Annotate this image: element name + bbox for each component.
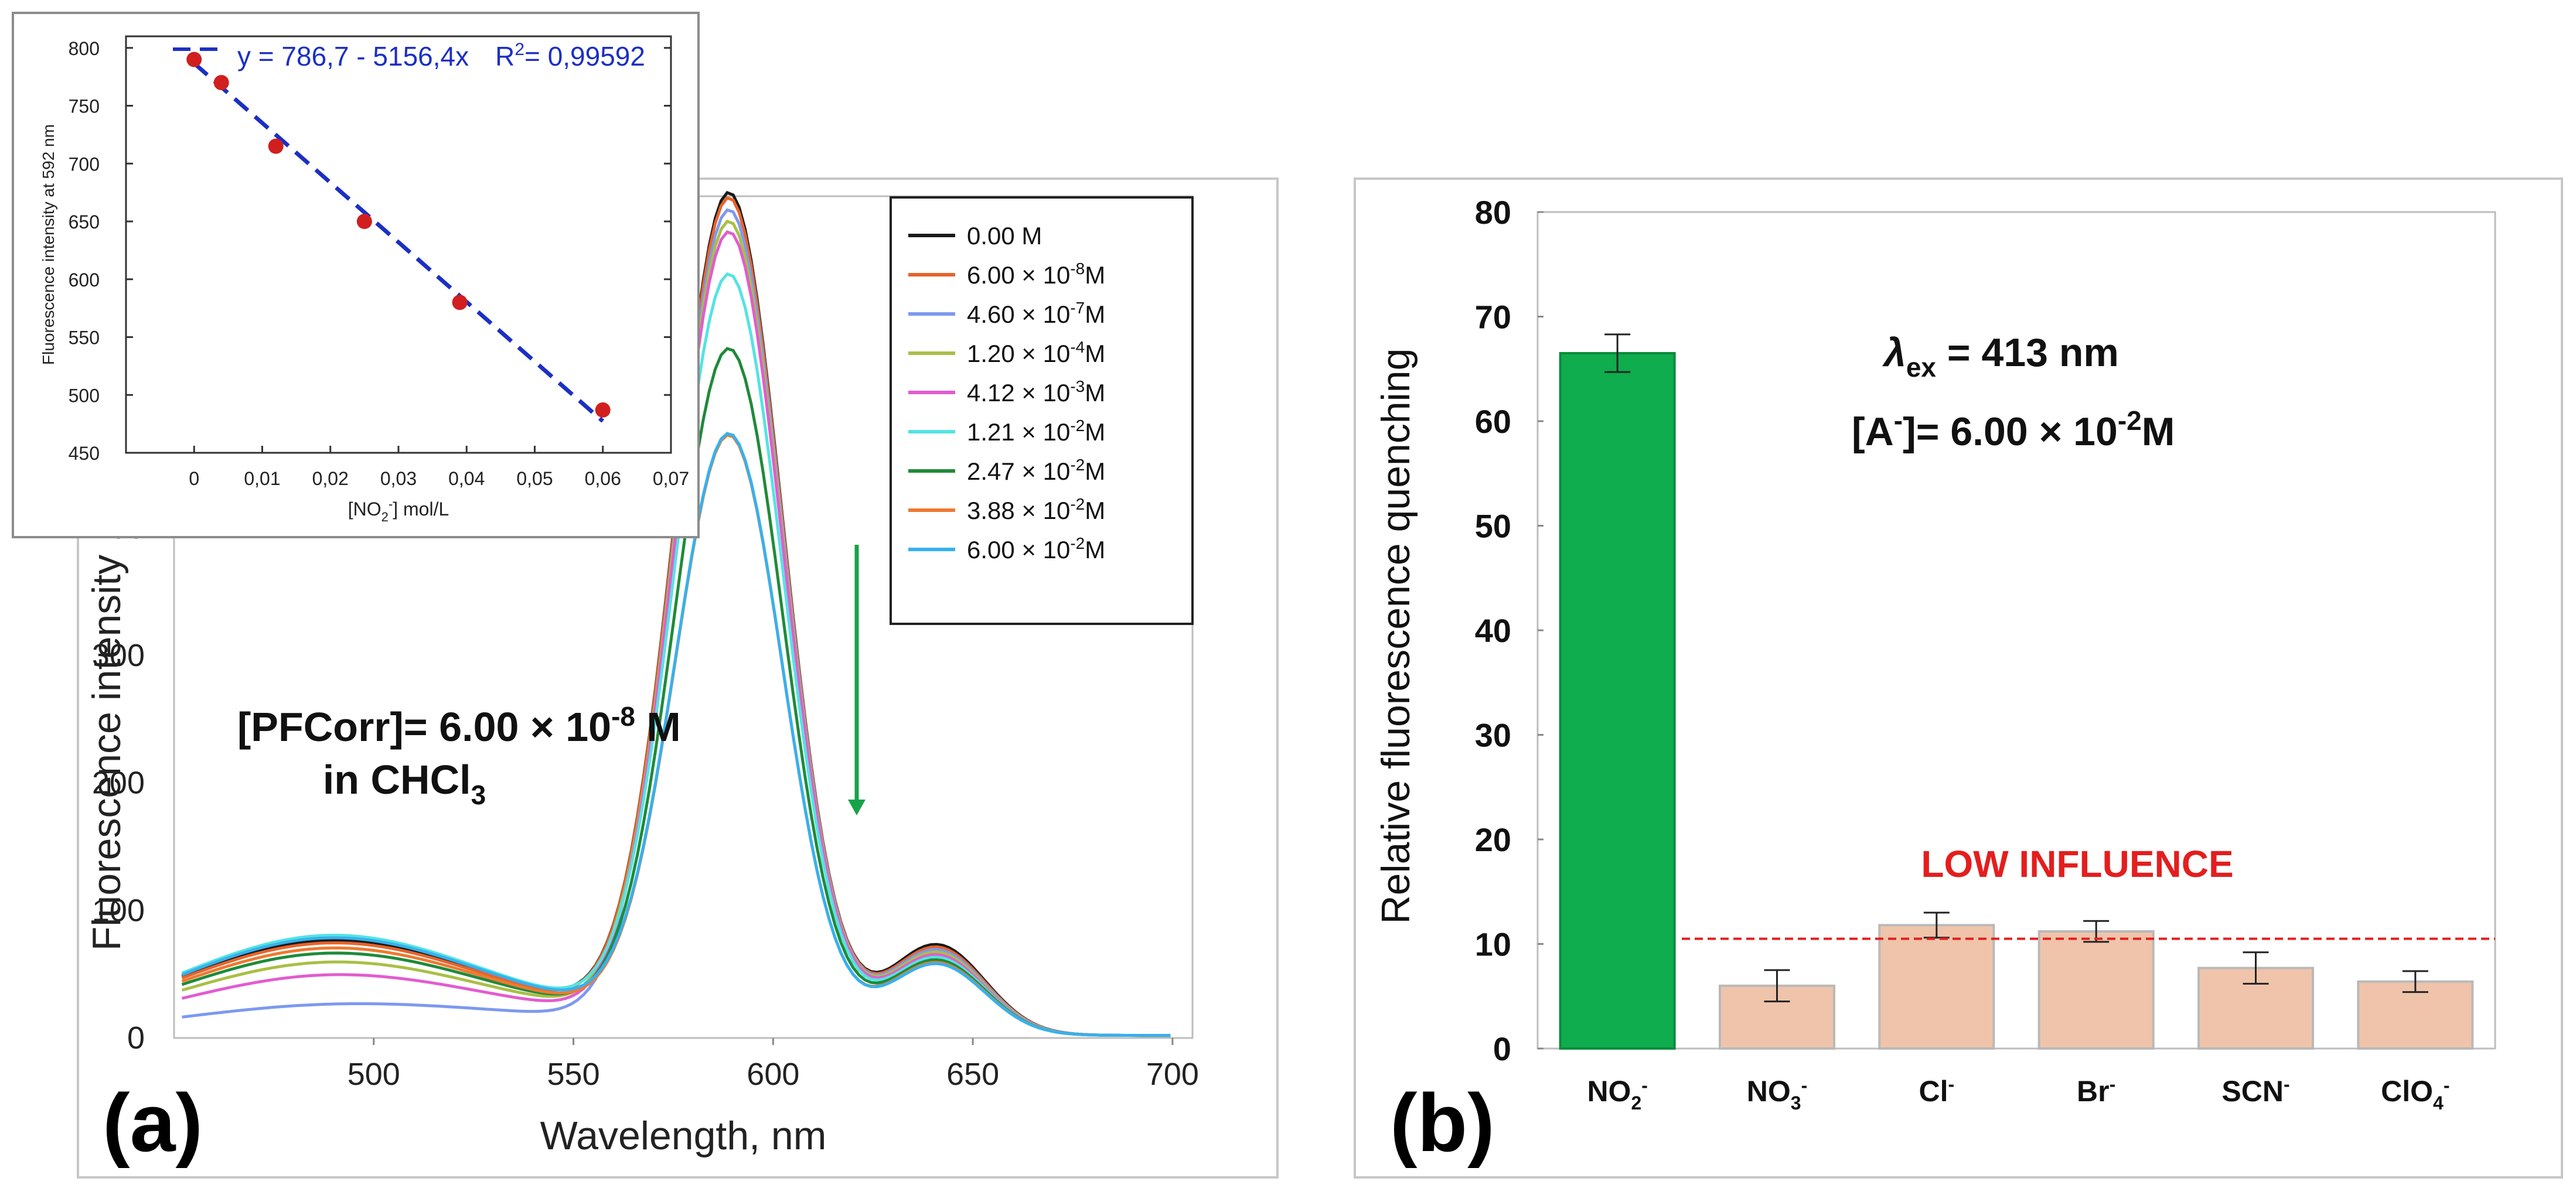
inset-x-tick-label: 0,05 — [516, 468, 553, 489]
y-tick-label: 200 — [92, 766, 145, 801]
data-point-0 — [186, 52, 202, 67]
inset-x-tick-label: 0,01 — [244, 468, 280, 489]
inset-x-tick-label: 0,07 — [653, 468, 689, 489]
x-axis-title: Wavelength, nm — [540, 1114, 827, 1158]
bar-y-tick-label: 20 — [1475, 821, 1511, 858]
panel-a-label: (a) — [103, 1077, 203, 1169]
bar-y-tick-label: 0 — [1493, 1030, 1511, 1067]
bar-category-label-3: Br- — [2077, 1074, 2115, 1108]
inset-x-tick-label: 0,04 — [448, 468, 485, 489]
inset-y-tick-label: 800 — [69, 38, 100, 59]
legend-entry-6: 2.47 × 10-2M — [967, 456, 1105, 485]
inset-x-tick-label: 0,02 — [312, 468, 349, 489]
bar-category-label-0: NO2- — [1587, 1075, 1647, 1114]
y-tick-label: 0 — [127, 1020, 145, 1056]
y-tick-label: 100 — [92, 893, 145, 928]
legend-entry-8: 6.00 × 10-2M — [967, 534, 1105, 564]
fit-line — [192, 62, 605, 423]
bar-3 — [2037, 930, 2155, 1050]
inset-y-tick-label: 550 — [69, 327, 100, 349]
bar-category-label-2: Cl- — [1919, 1074, 1955, 1108]
inset-y-axis-title: Fluorescence intensity at 592 nm — [39, 124, 57, 365]
bar-y-tick-label: 10 — [1475, 926, 1511, 963]
bar-category-label-4: SCN- — [2221, 1074, 2289, 1108]
anion-concentration-annotation: [A-]= 6.00 × 10-2M — [1852, 405, 2175, 454]
inset-y-tick-label: 450 — [69, 443, 100, 464]
bar-0 — [1559, 351, 1676, 1050]
bar-y-tick-label: 60 — [1475, 403, 1511, 440]
panel-b: 0 10 20 30 40 50 60 70 80 Relative fluorescence q… — [1354, 177, 2563, 1179]
data-point-1 — [213, 75, 229, 90]
legend-entry-1: 6.00 × 10-8M — [967, 259, 1105, 289]
fit-equation: y = 786,7 - 5156,4x R2= 0,99592 — [237, 40, 645, 71]
legend-entry-4: 4.12 × 10-3M — [967, 377, 1105, 407]
legend-entry-3: 1.20 × 10-4M — [967, 338, 1105, 367]
bar-y-tick-label: 80 — [1475, 194, 1511, 231]
x-tick-label: 550 — [547, 1057, 600, 1092]
bar-category-label-1: NO3- — [1747, 1075, 1807, 1114]
legend-box — [890, 196, 1194, 625]
legend-entry-0: 0.00 M — [967, 222, 1042, 250]
inset-x-tick-label: 0,06 — [585, 468, 621, 489]
data-point-4 — [452, 295, 468, 310]
inset-x-tick-label: 0 — [189, 468, 199, 489]
data-point-3 — [356, 214, 372, 229]
solvent-annotation: in CHCl3 — [323, 757, 486, 810]
inset-y-tick-label: 700 — [69, 153, 100, 175]
spectrum-line-8 — [181, 432, 1171, 1037]
spectra-curves — [181, 190, 1171, 1037]
inset-axes: 450 500 550 600 650 700 750 800 0 0,01 0,02 0,03 0,0… — [39, 35, 689, 524]
bar-y-axis-title: Relative fluorescence quenching — [1374, 349, 1418, 924]
inset-y-tick-label: 750 — [69, 96, 100, 117]
concentration-annotation: [PFCorr]= 6.00 × 10-8 M — [237, 701, 681, 750]
decrease-arrow-head — [848, 800, 866, 815]
x-tick-label: 600 — [747, 1057, 799, 1092]
y-axis-title: Fluorescence intensity — [84, 555, 129, 951]
inset-y-tick-label: 600 — [69, 269, 100, 291]
inset-x-tick-label: 0,03 — [380, 468, 417, 489]
inset-plot — [173, 47, 611, 423]
y-tick-label: 300 — [92, 638, 145, 673]
excitation-annotation: λex = 413 nm — [1882, 330, 2119, 383]
bar-y-tick-label: 70 — [1475, 299, 1511, 336]
bar-y-tick-label: 40 — [1475, 612, 1511, 649]
bar-axes: 0 10 20 30 40 50 60 70 80 Relative fluorescence q… — [1374, 194, 2496, 1067]
inset-x-axis-title: [NO2-] mol/L — [348, 497, 449, 524]
inset-y-tick-label: 650 — [69, 211, 100, 233]
bar-2 — [1878, 924, 1995, 1050]
legend-entry-2: 4.60 × 10-7M — [967, 299, 1105, 328]
spectra-legend: 0.00 M 6.00 × 10-8M 4.60 × 10-7M 1.20 × 10-… — [890, 196, 1194, 625]
bar-plot: NO2- NO3- Cl- Br- SCN- ClO4- — [1559, 333, 2495, 1114]
low-influence-label: LOW INFLUENCE — [1921, 843, 2233, 885]
inset-y-tick-label: 500 — [69, 385, 100, 406]
data-point-5 — [595, 402, 611, 418]
x-tick-label: 700 — [1146, 1057, 1199, 1092]
legend-entry-5: 1.21 × 10-2M — [967, 416, 1105, 446]
inset-calibration: 450 500 550 600 650 700 750 800 0 0,01 0,02 0,03 0,0… — [12, 12, 700, 538]
bar-y-tick-label: 30 — [1475, 717, 1511, 754]
panel-b-label: (b) — [1390, 1077, 1495, 1169]
bar-y-tick-label: 50 — [1475, 508, 1511, 545]
bar-category-label-5: ClO4- — [2381, 1075, 2449, 1114]
inset-frame — [12, 12, 700, 538]
data-point-2 — [268, 138, 284, 154]
x-tick-label: 650 — [946, 1057, 999, 1092]
legend-entry-7: 3.88 × 10-2M — [967, 495, 1105, 524]
x-tick-label: 500 — [347, 1057, 400, 1092]
